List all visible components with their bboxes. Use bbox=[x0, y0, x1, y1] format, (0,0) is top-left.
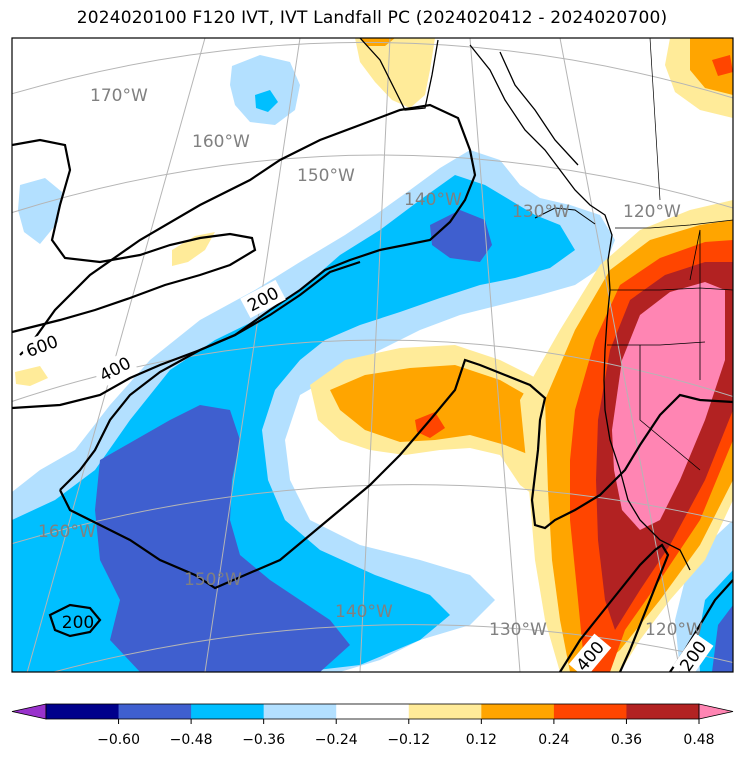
map-frame bbox=[11, 37, 734, 673]
lon-label-130w-bottom: 130°W bbox=[489, 620, 547, 640]
colorbar-segment bbox=[626, 704, 700, 719]
lon-label-170w-top: 170°W bbox=[90, 86, 148, 106]
colorbar-tick-label: 0.12 bbox=[466, 732, 497, 748]
lon-label-160w-top: 160°W bbox=[192, 132, 250, 152]
lon-label-160w-bottom: 160°W bbox=[38, 522, 96, 542]
longitude-labels: 170°W 160°W 150°W 140°W 130°W 120°W 160°… bbox=[38, 86, 703, 640]
coastlines bbox=[359, 38, 733, 571]
colorbar-tick-label: 0.48 bbox=[683, 732, 714, 748]
colorbar-segment bbox=[553, 704, 627, 719]
lon-label-140w-bottom: 140°W bbox=[335, 602, 393, 622]
lon-label-140w-top: 140°W bbox=[404, 190, 462, 210]
colorbar-tick-label: −0.12 bbox=[387, 732, 430, 748]
ivt-contours bbox=[12, 103, 733, 672]
colorbar-segment bbox=[191, 704, 265, 719]
colorbar-segment bbox=[481, 704, 555, 719]
colorbar-segment bbox=[263, 704, 337, 719]
contour-label-200b: 200 bbox=[62, 613, 94, 633]
negative-pc-field bbox=[12, 55, 733, 672]
colorbar-outline bbox=[45, 703, 700, 720]
colorbar-segment bbox=[118, 704, 192, 719]
contour-label-group: 200 400 600 200 400 200 bbox=[19, 279, 714, 672]
lon-label-150w-bottom: 150°W bbox=[184, 570, 242, 590]
colorbar-tick-label: −0.48 bbox=[170, 732, 213, 748]
lon-label-120w-top: 120°W bbox=[623, 202, 681, 222]
colorbar: −0.60 −0.48 −0.36 −0.24 −0.12 0.12 0.24 0.36 0.4… bbox=[11, 703, 734, 748]
colorbar-extend-min bbox=[11, 703, 47, 720]
map-title: 2024020100 F120 IVT, IVT Landfall PC (20… bbox=[76, 8, 668, 28]
lon-label-130w-top: 130°W bbox=[512, 202, 570, 222]
colorbar-segment bbox=[46, 704, 120, 719]
lon-label-120w-bottom: 120°W bbox=[645, 620, 703, 640]
colorbar-tick-label: −0.60 bbox=[97, 732, 140, 748]
colorbar-extend-max bbox=[698, 703, 734, 720]
colorbar-segment bbox=[336, 704, 410, 719]
colorbar-tick-label: 0.24 bbox=[538, 732, 569, 748]
colorbar-tick-label: 0.36 bbox=[611, 732, 642, 748]
lon-label-150w-top: 150°W bbox=[297, 166, 355, 186]
colorbar-tick-label: −0.24 bbox=[315, 732, 358, 748]
colorbar-segment bbox=[408, 704, 482, 719]
colorbar-tick-label: −0.36 bbox=[242, 732, 285, 748]
